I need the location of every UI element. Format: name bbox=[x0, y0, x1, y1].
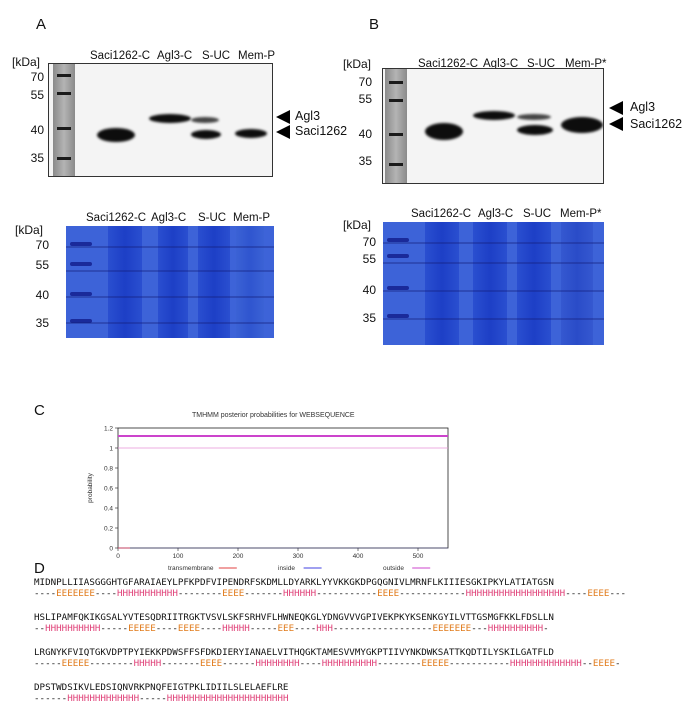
x-tick-label: 100 bbox=[173, 553, 184, 560]
mw-marker: 55 bbox=[35, 258, 49, 272]
coomassie-gel-a bbox=[66, 226, 274, 338]
arrow-label: Saci1262 bbox=[295, 124, 348, 138]
topology-line: ----EEEEEEE----HHHHHHHHHHH--------EEEE--… bbox=[34, 588, 627, 599]
lane-label: S-UC bbox=[527, 58, 556, 70]
mw-marker: 40 bbox=[35, 288, 49, 302]
panel-a-letter: A bbox=[36, 16, 47, 33]
panel-c-letter: C bbox=[34, 402, 45, 419]
chart-title: TMHMM posterior probabilities for WEBSEQ… bbox=[192, 412, 355, 419]
band-saci1262 bbox=[425, 123, 463, 140]
legend-label: inside bbox=[278, 565, 295, 570]
topology-line: --HHHHHHHHHH-----EEEEE----EEEE----HHHHH-… bbox=[34, 623, 549, 634]
mw-marker: 40 bbox=[358, 127, 372, 141]
lane-label: Mem-P* bbox=[560, 208, 602, 220]
band-agl3 bbox=[191, 117, 219, 123]
sequence-topology: MIDNPLLIIASGGGHTGFARAIAEYLPFKPDFVIPENDRF… bbox=[34, 577, 689, 704]
panel-d-letter: D bbox=[34, 560, 45, 577]
topology-line: -----EEEEE--------HHHHH-------EEEE------… bbox=[34, 658, 621, 669]
lane-label: Saci1262-C bbox=[418, 58, 479, 70]
kda-label: [kDa] bbox=[343, 57, 372, 71]
sequence-line: LRGNYKFVIQTGKVDPTPYIEKKPDWSFFSFDKDIERYIA… bbox=[34, 647, 554, 658]
lane-label: Mem-P bbox=[238, 50, 276, 62]
lane-label: Saci1262-C bbox=[90, 50, 151, 62]
y-tick-label: 0.8 bbox=[104, 466, 113, 473]
mw-marker: 40 bbox=[30, 123, 44, 137]
sequence-line: DPSTWDSIKVLEDSIQNVRKPNQFEIGTPKLIDIILSLEL… bbox=[34, 682, 289, 693]
arrow-label: Agl3 bbox=[630, 100, 656, 114]
band-saci1262 bbox=[517, 125, 553, 135]
band-saci1262 bbox=[235, 129, 267, 138]
topology-line: ------HHHHHHHHHHHHH-----HHHHHHHHHHHHHHHH… bbox=[34, 693, 289, 704]
lane-label: S-UC bbox=[523, 208, 552, 220]
western-blot-a bbox=[48, 63, 273, 177]
sequence-line: MIDNPLLIIASGGGHTGFARAIAEYLPFKPDFVIPENDRF… bbox=[34, 577, 554, 588]
y-tick-label: 1 bbox=[109, 446, 113, 453]
arrow-icon bbox=[276, 125, 290, 139]
western-blot-b bbox=[382, 68, 604, 184]
band-saci1262 bbox=[561, 117, 603, 133]
mw-marker: 55 bbox=[362, 252, 376, 266]
panel-b-letter: B bbox=[369, 16, 380, 33]
mw-marker: 70 bbox=[358, 75, 372, 89]
mw-marker: 35 bbox=[30, 151, 44, 165]
arrow-icon bbox=[609, 101, 623, 115]
mw-marker: 35 bbox=[362, 311, 376, 325]
coomassie-gel-b bbox=[383, 222, 604, 345]
x-tick-label: 200 bbox=[233, 553, 244, 560]
mw-marker: 70 bbox=[35, 238, 49, 252]
mw-marker: 70 bbox=[30, 70, 44, 84]
mw-marker: 70 bbox=[362, 235, 376, 249]
lane-label: Mem-P bbox=[233, 212, 271, 224]
mw-marker: 40 bbox=[362, 283, 376, 297]
lane-label: S-UC bbox=[202, 50, 231, 62]
y-tick-label: 1.2 bbox=[104, 426, 113, 433]
lane-label: Agl3-C bbox=[151, 212, 187, 224]
arrow-icon bbox=[609, 117, 623, 131]
ladder-lane bbox=[385, 69, 407, 183]
lane-label: Agl3-C bbox=[483, 58, 519, 70]
lane-label: Agl3-C bbox=[157, 50, 193, 62]
ladder-lane bbox=[53, 64, 75, 176]
lane-label: Agl3-C bbox=[478, 208, 514, 220]
sequence-line: HSLIPAMFQKIKGSALYVTESQDRIITRGKTVSVLSKFSR… bbox=[34, 612, 554, 623]
band-agl3 bbox=[149, 114, 191, 123]
plot-frame bbox=[117, 427, 449, 549]
x-tick-label: 400 bbox=[353, 553, 364, 560]
x-tick-label: 0 bbox=[116, 553, 120, 560]
x-tick-label: 300 bbox=[293, 553, 304, 560]
y-tick-label: 0 bbox=[109, 546, 113, 553]
lane-label: Saci1262-C bbox=[86, 212, 147, 224]
mw-marker: 55 bbox=[358, 92, 372, 106]
kda-label: [kDa] bbox=[343, 218, 372, 232]
x-tick-label: 500 bbox=[413, 553, 424, 560]
y-axis-label: probability bbox=[87, 472, 94, 502]
legend-label: outside bbox=[383, 565, 404, 570]
band-agl3 bbox=[473, 111, 515, 120]
kda-label: [kDa] bbox=[12, 55, 41, 69]
lane-label: S-UC bbox=[198, 212, 227, 224]
y-tick-label: 0.4 bbox=[104, 506, 113, 513]
mw-marker: 35 bbox=[358, 154, 372, 168]
band-saci1262 bbox=[191, 130, 221, 139]
lane-label: Saci1262-C bbox=[411, 208, 472, 220]
arrow-icon bbox=[276, 110, 290, 124]
y-tick-label: 0.2 bbox=[104, 526, 113, 533]
legend-label: transmembrane bbox=[168, 565, 214, 570]
kda-label: [kDa] bbox=[15, 223, 44, 237]
tmhmm-plot: 0 0.2 0.4 0.6 0.8 1 1.2 0 100 200 300 400 500 probabi… bbox=[87, 426, 449, 570]
band-saci1262 bbox=[97, 128, 135, 142]
y-tick-label: 0.6 bbox=[104, 486, 113, 493]
lane-label: Mem-P* bbox=[565, 58, 607, 70]
arrow-label: Agl3 bbox=[295, 109, 321, 123]
band-agl3 bbox=[517, 114, 551, 120]
mw-marker: 55 bbox=[30, 88, 44, 102]
arrow-label: Saci1262 bbox=[630, 117, 683, 131]
mw-marker: 35 bbox=[35, 316, 49, 330]
